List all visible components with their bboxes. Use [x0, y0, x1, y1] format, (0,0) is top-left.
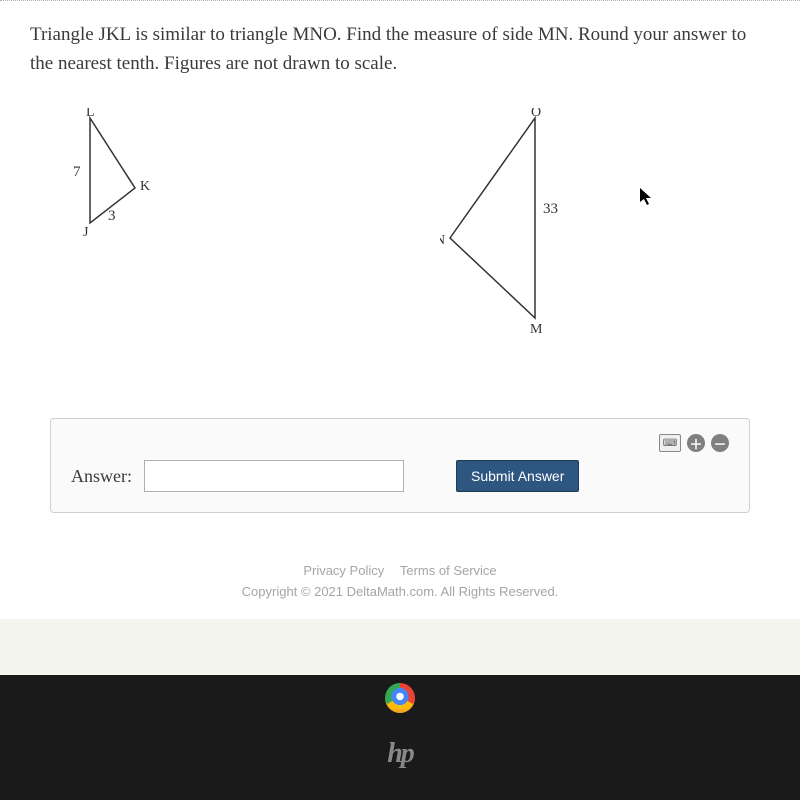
- question-panel: Triangle JKL is similar to triangle MNO.…: [0, 0, 800, 619]
- vertex-m-label: M: [530, 322, 543, 337]
- keyboard-icon[interactable]: ⌨: [659, 434, 681, 452]
- zoom-out-icon[interactable]: －: [711, 434, 729, 452]
- zoom-in-icon[interactable]: ＋: [687, 434, 705, 452]
- hp-logo: hp: [387, 738, 413, 770]
- taskbar: hp: [0, 675, 800, 800]
- vertex-o-label: O: [531, 108, 541, 120]
- answer-panel: ⌨ ＋ － Answer: Submit Answer: [50, 418, 750, 513]
- footer-links: Privacy Policy Terms of Service: [30, 563, 770, 578]
- vertex-n-label: N: [440, 233, 445, 248]
- side-jk-value: 3: [108, 208, 116, 224]
- privacy-link[interactable]: Privacy Policy: [303, 563, 384, 578]
- cursor-icon: [640, 188, 654, 211]
- side-om-value: 33: [543, 201, 558, 217]
- vertex-j-label: J: [83, 225, 89, 240]
- vertex-l-label: L: [86, 108, 95, 120]
- answer-row: Answer: Submit Answer: [71, 460, 729, 492]
- answer-input[interactable]: [144, 460, 404, 492]
- answer-toolbar: ⌨ ＋ －: [71, 434, 729, 452]
- submit-button[interactable]: Submit Answer: [456, 460, 579, 492]
- triangle-mno: O M N 33: [440, 108, 590, 348]
- terms-link[interactable]: Terms of Service: [400, 563, 497, 578]
- vertex-k-label: K: [140, 179, 150, 194]
- question-text: Triangle JKL is similar to triangle MNO.…: [30, 21, 770, 78]
- side-lj-value: 7: [73, 164, 81, 180]
- answer-label: Answer:: [71, 466, 132, 487]
- footer: Privacy Policy Terms of Service Copyrigh…: [30, 563, 770, 599]
- triangle-jkl: L J K 7 3: [70, 108, 160, 348]
- figures-area: L J K 7 3 O M N 33: [30, 98, 770, 378]
- copyright-text: Copyright © 2021 DeltaMath.com. All Righ…: [30, 584, 770, 599]
- chrome-icon[interactable]: [385, 683, 415, 713]
